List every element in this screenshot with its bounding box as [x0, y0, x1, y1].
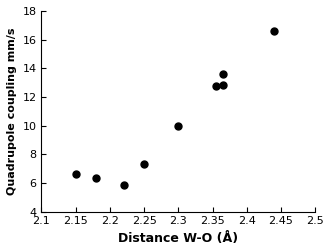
Point [73, 172, 78, 176]
Point [220, 72, 225, 76]
Point [94, 176, 99, 180]
Y-axis label: Quadrupole coupling mm/s: Quadrupole coupling mm/s [7, 27, 17, 195]
Point [220, 83, 225, 87]
Point [271, 29, 277, 33]
Point [176, 124, 181, 128]
Point [141, 162, 147, 166]
Point [213, 84, 218, 88]
X-axis label: Distance W-O (Å): Distance W-O (Å) [118, 232, 238, 245]
Point [121, 183, 126, 187]
